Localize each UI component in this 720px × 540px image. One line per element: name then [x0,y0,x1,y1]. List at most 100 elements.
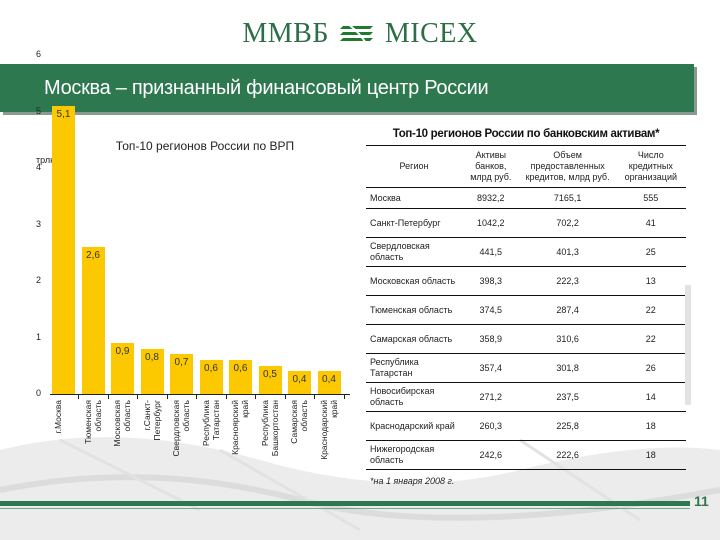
cell-assets: 374,5 [479,304,503,315]
cell-region: Республика Татарстан [370,357,419,378]
table-row: Нижегородская область 242,6 222,6 18 [366,441,686,470]
y-tick-label: 5 [36,105,42,116]
x-tick [166,394,168,399]
cell-region: Московская область [370,275,456,286]
bar-value-label: 5,1 [56,108,71,120]
x-category-label: Тюменская область [82,400,103,444]
cell-assets: 398,3 [479,275,503,286]
cell-institutions: 14 [645,391,656,402]
bar: 0,5 [258,365,282,394]
x-category-label: Краснодарский край [318,400,339,460]
chart-title: Топ-10 регионов России по ВРП [115,139,295,153]
cell-assets: 242,6 [479,449,503,460]
bar-value-label: 0,9 [115,346,130,358]
x-category-label: Свердловская область [171,400,191,457]
bar: 0,4 [288,371,311,394]
slide-title: Москва – признанный финансовый центр Рос… [44,76,489,99]
bar: 5,1 [52,105,75,394]
x-category-label: г.Москва [53,400,63,434]
table-row: Новосибирская область 271,2 237,5 14 [366,383,686,412]
bar: 2,6 [81,247,105,394]
table-row: Свердловская область 441,5 401,3 25 [366,238,686,267]
footer-divider [0,501,690,506]
x-tick [196,394,197,399]
cell-loans: 287,4 [556,304,579,315]
x-category-label: Республика Башкортостан [259,400,280,457]
column-header-region: Регион [399,161,429,171]
column-header-institutions: Число кредитных организаций [624,150,678,182]
cell-region: Новосибирская область [370,386,435,407]
table-row: Тюменская область 374,5 287,4 22 [366,296,686,325]
logo-text-ru: ММВБ [242,18,329,49]
cell-institutions: 41 [645,217,656,228]
x-tick [137,394,138,399]
cell-institutions: 22 [645,333,656,344]
cell-assets: 260,3 [479,420,503,431]
cell-loans: 7165,1 [553,192,582,203]
bar: 0,4 [317,371,341,394]
x-tick [343,394,345,399]
bar-value-label: 0,4 [292,374,307,386]
cell-loans: 702,2 [556,217,579,228]
cell-assets: 1042,2 [477,217,505,228]
table-footnote: *на 1 января 2008 г. [370,476,455,486]
x-tick [314,394,315,399]
cell-region: Нижегородская область [370,444,435,465]
y-tick-label: 6 [36,49,42,59]
table-title: Топ-10 регионов России по банковским акт… [392,128,660,140]
table-row: Москва 8932,2 7165,1 555 [366,188,686,209]
page-number: 11 [694,493,709,509]
x-category-label: Московская область [112,400,132,447]
micex-stripes-icon [339,23,373,45]
cell-institutions: 18 [645,449,656,460]
y-tick-label: 2 [36,275,42,285]
bank-assets-table-panel: Топ-10 регионов России по банковским акт… [366,128,686,492]
cell-region: Москва [370,192,401,203]
cell-institutions: 26 [645,362,656,373]
micex-logo: ММВБ MICEX [0,18,720,50]
cell-assets: 271,2 [479,391,503,402]
table-row: Самарская область 358,9 310,6 22 [366,325,686,354]
column-header-assets: Активы банков, млрд руб. [470,150,512,182]
column-header-loans: Объем предоставленных кредитов, млрд руб… [525,150,610,182]
x-tick [255,394,256,399]
cell-assets: 8932,2 [477,192,505,203]
bar-value-label: 0,6 [204,363,218,375]
cell-loans: 401,3 [556,246,579,257]
table-header-row: Регион Активы банков, млрд руб. Объем пр… [366,145,686,188]
x-axis-line [50,394,350,395]
bar-value-label: 0,5 [263,368,277,380]
y-tick-label: 3 [36,218,42,229]
bar: 0,9 [111,343,134,394]
x-tick [107,394,109,399]
cell-institutions: 555 [643,192,659,203]
cell-loans: 222,6 [556,449,579,460]
bar-value-label: 0,4 [322,374,336,386]
x-tick [284,394,286,399]
footer-divider-thin [0,508,690,509]
x-category-label: г.Санкт-Петербург [141,400,162,441]
cell-assets: 358,9 [479,333,503,344]
bar-value-label: 2,6 [86,250,100,262]
y-tick-label: 0 [36,388,42,398]
x-category-label: Красноярский край [230,400,250,455]
table-row: Краснодарский край 260,3 225,8 18 [366,412,686,441]
bar: 0,6 [229,360,252,394]
grp-bar-chart: Топ-10 регионов России по ВРП трлн руб. … [30,49,350,480]
cell-institutions: 25 [645,246,656,257]
x-category-label: Республика Татарстан [200,400,221,447]
cell-loans: 301,8 [556,362,579,373]
y-tick-label: 4 [36,162,42,172]
cell-region: Тюменская область [370,304,453,315]
cell-loans: 310,6 [556,333,579,344]
y-tick-label: 1 [36,331,42,342]
cell-region: Краснодарский край [370,420,455,431]
table-row: Санкт-Петербург 1042,2 702,2 41 [366,209,686,238]
logo-text-en: MICEX [384,18,478,49]
cell-institutions: 13 [645,275,656,286]
bar: 0,8 [140,348,164,394]
cell-region: Свердловская область [370,241,430,262]
cell-loans: 237,5 [556,391,579,402]
bar: 0,6 [199,360,223,394]
bar-value-label: 0,8 [145,351,159,363]
